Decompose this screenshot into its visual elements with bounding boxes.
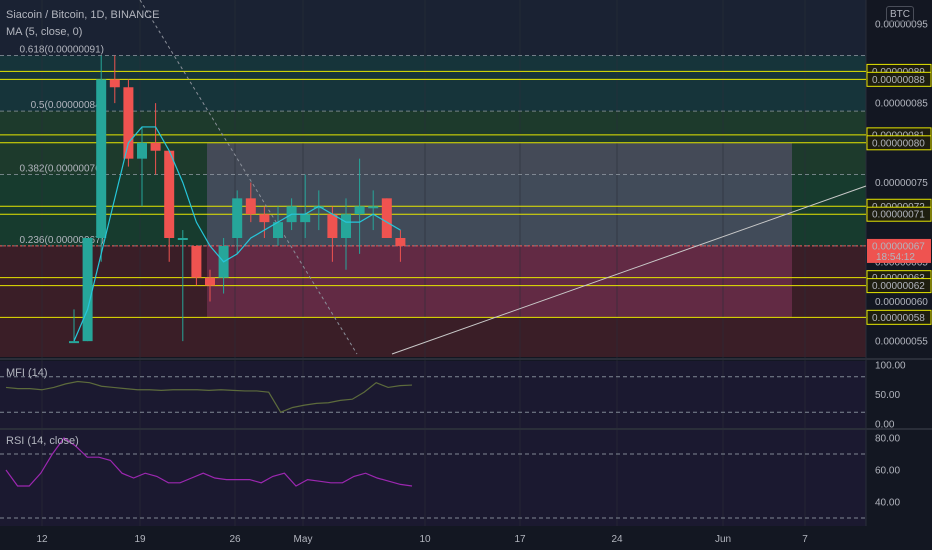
level-badge-1	[866, 71, 932, 87]
mfi-line	[5, 380, 413, 413]
current-price-badge	[867, 238, 931, 263]
level-badge-5	[866, 206, 932, 222]
fib-label: 0.382(0.00000076)	[19, 164, 104, 175]
candle-body[interactable]	[300, 214, 311, 223]
rsi-line	[5, 437, 413, 487]
y-tick-label: 0.00000095	[875, 19, 928, 30]
trend-line[interactable]	[391, 185, 867, 355]
fib-zone-4	[0, 245, 866, 357]
candle-body[interactable]	[395, 238, 406, 246]
fib-zone-3	[0, 174, 866, 246]
level-badge-8	[866, 309, 932, 325]
level-label: 0.00000062	[872, 281, 925, 292]
rsi-tick-label: 80.00	[875, 434, 900, 445]
level-badge-7	[866, 278, 932, 294]
candle-body[interactable]	[137, 142, 147, 159]
symbol-title: Siacoin / Bitcoin, 1D, BINANCE	[6, 9, 160, 21]
candle-body[interactable]	[109, 79, 120, 88]
fib-label: 0.236(0.00000067)	[19, 235, 104, 246]
x-tick-label: Jun	[715, 534, 731, 545]
fib-label: 0.5(0.00000084)	[31, 100, 104, 111]
y-tick-label: 0.00000055	[875, 337, 928, 348]
candle-body[interactable]	[381, 198, 392, 238]
mfi-tick-label: 100.00	[875, 361, 906, 372]
ma-legend: MA (5, close, 0)	[6, 26, 83, 38]
x-tick-label: May	[294, 534, 313, 545]
rsi-pane	[0, 430, 866, 526]
x-tick-label: 26	[229, 534, 241, 545]
candle-body[interactable]	[69, 341, 79, 344]
candle-body[interactable]	[259, 214, 270, 223]
candle-body[interactable]	[177, 238, 188, 240]
fib-zone-1	[0, 55, 866, 112]
candle-body[interactable]	[232, 198, 243, 238]
candle-body[interactable]	[354, 206, 365, 215]
ma-line	[73, 126, 401, 342]
rsi-tick-label: 60.00	[875, 466, 900, 477]
candle-body[interactable]	[245, 198, 256, 215]
candle-body[interactable]	[123, 87, 134, 159]
candle-body[interactable]	[191, 245, 202, 278]
candle-body[interactable]	[82, 238, 93, 342]
currency-badge[interactable]: BTC	[886, 6, 914, 22]
level-label: 0.00000071	[872, 210, 925, 221]
x-tick-label: 17	[514, 534, 526, 545]
mfi-pane	[0, 361, 866, 428]
range-box-lower	[207, 245, 792, 318]
x-tick-label: 12	[36, 534, 48, 545]
mfi-tick-label: 50.00	[875, 390, 900, 401]
rsi-tick-label: 40.00	[875, 498, 900, 509]
candle-body[interactable]	[368, 206, 379, 209]
mfi-tick-label: 0.00	[875, 420, 895, 431]
countdown: 18:54:12	[876, 252, 915, 263]
current-price: 0.00000067	[872, 241, 925, 252]
x-tick-label: 19	[134, 534, 146, 545]
candle-body[interactable]	[327, 214, 338, 238]
x-tick-label: 10	[419, 534, 431, 545]
range-box-upper	[207, 142, 792, 246]
fib-zone-0	[0, 0, 866, 56]
candle-body[interactable]	[313, 206, 324, 209]
y-tick-label: 0.00000085	[875, 99, 928, 110]
candle-body[interactable]	[205, 277, 215, 286]
candle-body[interactable]	[96, 79, 107, 238]
x-tick-label: 7	[802, 534, 808, 545]
candle-body[interactable]	[150, 142, 161, 151]
level-badge-3	[866, 135, 932, 151]
x-tick-label: 24	[611, 534, 623, 545]
level-label: 0.00000080	[872, 138, 925, 149]
y-tick-label: 0.00000075	[875, 178, 928, 189]
y-tick-label: 0.00000060	[875, 297, 928, 308]
candle-body[interactable]	[341, 214, 351, 238]
fib-label: 0.618(0.00000091)	[19, 45, 104, 56]
mfi-legend: MFI (14)	[6, 367, 48, 379]
candle-body[interactable]	[164, 150, 175, 238]
level-label: 0.00000058	[872, 313, 925, 324]
level-label: 0.00000088	[872, 75, 925, 86]
rsi-legend: RSI (14, close)	[6, 435, 79, 447]
candle-body[interactable]	[273, 222, 283, 238]
